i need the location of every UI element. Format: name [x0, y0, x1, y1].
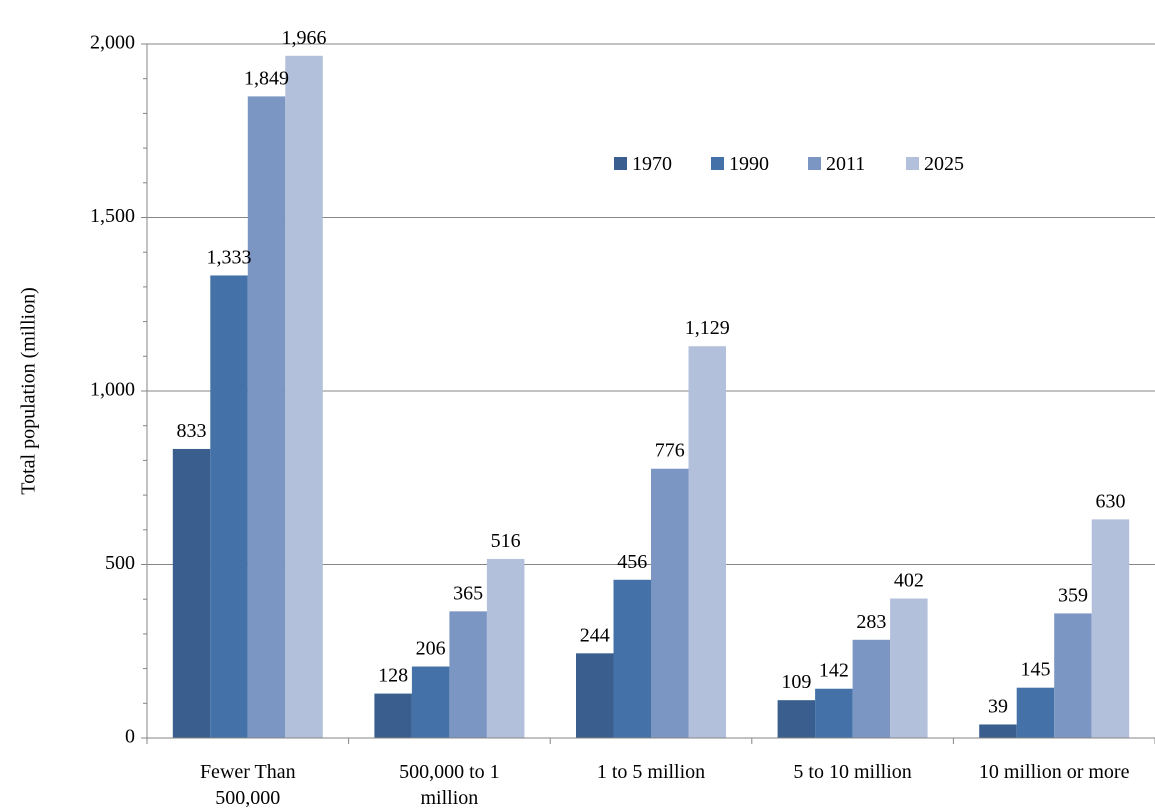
bar [374, 693, 412, 738]
bar [172, 448, 211, 738]
data-label: 128 [378, 665, 408, 687]
data-label: 145 [1020, 659, 1050, 681]
category-label: 1 to 5 million [597, 761, 705, 783]
data-label: 1,333 [207, 246, 252, 268]
legend: 1970 1990 2011 2025 [614, 153, 964, 175]
data-label: 206 [416, 638, 446, 660]
data-label: 142 [819, 660, 849, 682]
data-label: 1,129 [685, 317, 730, 339]
data-label: 833 [177, 420, 207, 442]
bar [979, 724, 1017, 738]
data-label: 109 [781, 671, 811, 693]
category-label: 500,000 to 1 million [399, 761, 500, 809]
category-label: Fewer Than 500,000 [200, 761, 296, 809]
bar [210, 275, 248, 738]
y-tick-labels: 0 500 1,000 1,500 2,000 [90, 32, 135, 748]
legend-label: 1990 [729, 153, 769, 175]
bar [688, 346, 726, 738]
data-label: 1,966 [282, 27, 327, 49]
data-label: 283 [856, 611, 886, 633]
data-label: 39 [988, 695, 1008, 717]
category-label: 10 million or more [979, 761, 1130, 783]
bar [613, 579, 651, 738]
category-label: 5 to 10 million [793, 761, 911, 783]
axes [141, 43, 1155, 744]
bar [890, 598, 928, 738]
legend-label: 2011 [826, 153, 865, 175]
bar [1016, 687, 1055, 738]
data-label: 1,849 [244, 67, 289, 89]
bar [815, 688, 853, 738]
bar [486, 558, 525, 738]
legend-swatch [614, 157, 627, 170]
legend-label: 2025 [924, 153, 964, 175]
y-axis-title: Total population (million) [18, 287, 40, 494]
legend-swatch [711, 157, 724, 170]
data-label: 456 [617, 551, 647, 573]
data-label: 402 [894, 570, 924, 592]
y-tick-label: 1,500 [90, 205, 135, 227]
data-label: 516 [491, 530, 521, 552]
data-label: 365 [453, 582, 483, 604]
bar [651, 468, 689, 738]
y-tick-label: 0 [125, 726, 135, 748]
legend-swatch [906, 157, 919, 170]
bar [576, 653, 614, 738]
bar [852, 639, 891, 738]
data-label: 776 [655, 440, 685, 462]
bar [1091, 519, 1130, 738]
y-tick-label: 500 [105, 552, 135, 574]
legend-label: 1970 [632, 153, 672, 175]
data-label: 359 [1058, 584, 1088, 606]
y-tick-label: 1,000 [90, 379, 135, 401]
bar [1054, 613, 1092, 738]
data-label: 244 [580, 624, 610, 646]
data-label: 630 [1095, 490, 1125, 512]
bar [285, 55, 323, 739]
data-labels: 833 1,333 1,849 1,966 128 206 365 516 244 456 776 1… [177, 27, 1126, 718]
bar [411, 666, 450, 738]
category-labels: Fewer Than 500,000 500,000 to 1 million 1 to… [200, 761, 1130, 809]
legend-swatch [808, 157, 821, 170]
bar [777, 700, 816, 738]
bar [449, 611, 487, 738]
bars [172, 55, 1130, 739]
bar [247, 96, 286, 739]
y-tick-label: 2,000 [90, 32, 135, 54]
